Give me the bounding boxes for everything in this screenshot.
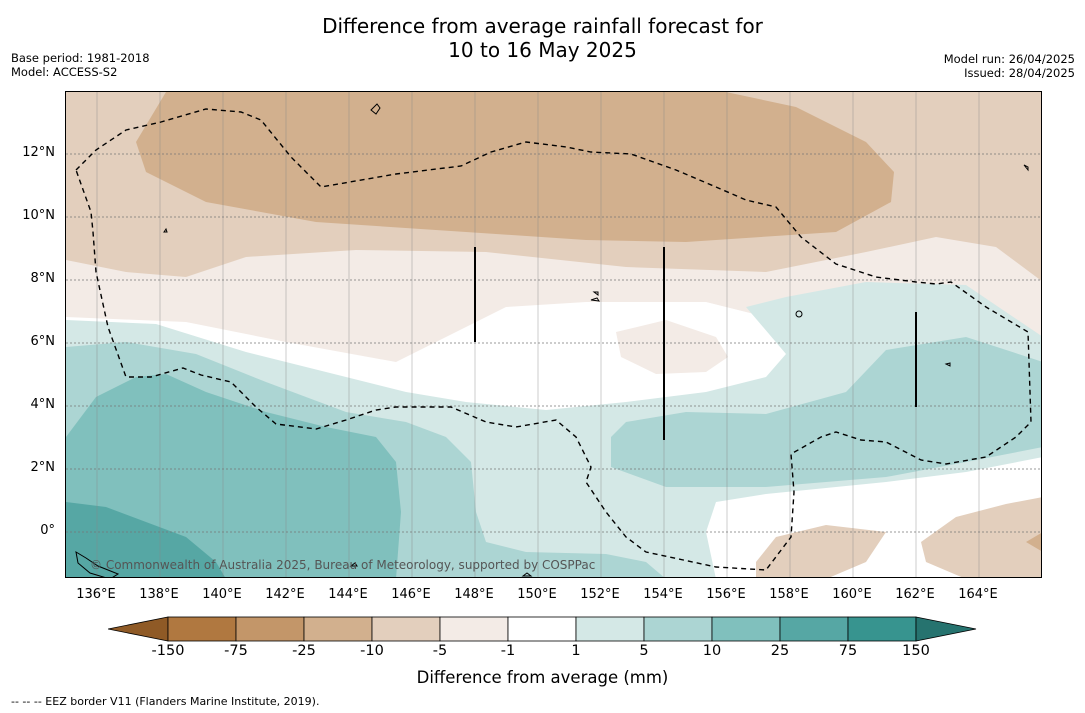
colorbar-tick: 150 <box>902 643 930 659</box>
anomaly-patch-light-brown <box>616 320 728 374</box>
anomaly-band-brown-core <box>136 92 894 242</box>
colorbar-swatch <box>575 616 645 642</box>
lon-label-162e: 162°E <box>895 587 935 602</box>
colorbar-title: Difference from average (mm) <box>416 668 669 687</box>
issued-date: Issued: 28/04/2025 <box>964 66 1075 80</box>
lon-label-156e: 156°E <box>706 587 746 602</box>
lat-label-6n: 6°N <box>30 334 56 349</box>
lon-label-152e: 152°E <box>580 587 620 602</box>
lon-label-140e: 140°E <box>202 587 242 602</box>
lon-label-144e: 144°E <box>328 587 368 602</box>
meta-right: Model run: 26/04/2025 Issued: 28/04/2025 <box>944 52 1075 80</box>
anomaly-patch-brown-southeast <box>756 525 886 577</box>
rainfall-map <box>65 91 1042 578</box>
lat-label-2n: 2°N <box>30 460 56 475</box>
colorbar-swatch <box>439 616 509 642</box>
anomaly-patch-deep-teal <box>66 502 225 577</box>
lat-label-8n: 8°N <box>30 271 56 286</box>
islands <box>75 103 1029 577</box>
colorbar-swatches <box>108 616 977 642</box>
lon-label-150e: 150°E <box>517 587 557 602</box>
colorbar-tick: 10 <box>702 643 722 659</box>
lon-label-164e: 164°E <box>958 587 998 602</box>
lon-label-154e: 154°E <box>643 587 683 602</box>
copyright-notice: © Commonwealth of Australia 2025, Bureau… <box>90 558 596 572</box>
lon-label-158e: 158°E <box>769 587 809 602</box>
colorbar <box>108 616 977 642</box>
eez-footnote: -- -- -- EEZ border V11 (Flanders Marine… <box>11 695 320 708</box>
colorbar-tick: -150 <box>151 643 185 659</box>
colorbar-swatch <box>167 616 237 642</box>
boundary-lines <box>474 247 917 440</box>
model-run: Model run: 26/04/2025 <box>943 52 1075 66</box>
lat-label-0: 0° <box>40 523 55 538</box>
colorbar-extend-high <box>915 616 977 642</box>
colorbar-tick: -25 <box>292 643 316 659</box>
lat-label-12n: 12°N <box>22 145 55 160</box>
eez-border <box>75 108 1032 571</box>
lon-label-136e: 136°E <box>76 587 116 602</box>
anomaly-patch-medium-teal-east <box>611 337 1041 487</box>
map-title: Difference from average rainfall forecas… <box>0 14 1085 62</box>
model-name: Model: ACCESS-S2 <box>11 65 118 79</box>
lat-label-10n: 10°N <box>22 208 55 223</box>
colorbar-swatch <box>779 616 849 642</box>
map-canvas <box>66 92 1041 577</box>
title-line-2: 10 to 16 May 2025 <box>448 38 637 62</box>
colorbar-swatch <box>711 616 781 642</box>
colorbar-tick: 5 <box>639 643 649 659</box>
lat-label-4n: 4°N <box>30 397 56 412</box>
anomaly-patch-dark-southeast <box>1026 533 1041 551</box>
colorbar-tick: 1 <box>571 643 581 659</box>
colorbar-tick: -10 <box>360 643 384 659</box>
colorbar-swatch <box>371 616 441 642</box>
anomaly-patch-brown-far-southeast <box>921 497 1041 577</box>
colorbar-extend-low <box>108 616 169 642</box>
lon-label-160e: 160°E <box>832 587 872 602</box>
colorbar-swatch <box>643 616 713 642</box>
lon-label-142e: 142°E <box>265 587 305 602</box>
colorbar-tick: -1 <box>500 643 516 659</box>
base-period: Base period: 1981-2018 <box>11 51 150 65</box>
colorbar-swatch <box>303 616 373 642</box>
lon-label-148e: 148°E <box>454 587 494 602</box>
colorbar-tick: -5 <box>432 643 448 659</box>
colorbar-tick: 25 <box>770 643 790 659</box>
title-line-1: Difference from average rainfall forecas… <box>322 14 763 38</box>
colorbar-swatch <box>235 616 305 642</box>
colorbar-swatch <box>847 616 917 642</box>
lon-label-146e: 146°E <box>391 587 431 602</box>
lat-gridlines <box>66 153 1041 533</box>
colorbar-tick: -75 <box>224 643 248 659</box>
colorbar-swatch <box>507 616 577 642</box>
meta-left: Base period: 1981-2018 Model: ACCESS-S2 <box>11 51 150 79</box>
colorbar-tick: 75 <box>838 643 858 659</box>
lon-label-138e: 138°E <box>139 587 179 602</box>
